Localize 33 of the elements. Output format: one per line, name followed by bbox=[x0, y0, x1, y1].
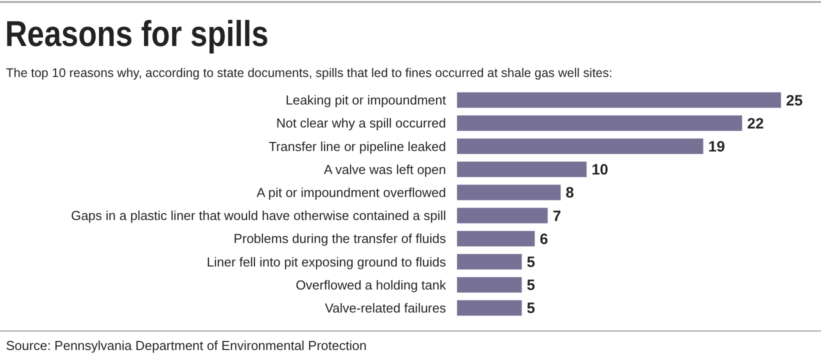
data-label: 25 bbox=[786, 92, 803, 110]
bar bbox=[457, 138, 704, 154]
data-label: 5 bbox=[526, 254, 536, 271]
bar bbox=[457, 162, 587, 178]
text: Reasons for spills bbox=[5, 14, 269, 55]
data-label: 22 bbox=[747, 115, 764, 132]
data-label: 7 bbox=[552, 208, 562, 225]
bar bbox=[457, 92, 781, 108]
data-label: 5 bbox=[526, 300, 536, 318]
bar bbox=[457, 208, 548, 224]
data-label: 10 bbox=[592, 162, 608, 179]
y-tick-label: Gaps in a plastic liner that would have otherwise contained a spill bbox=[70, 208, 446, 224]
source-note: Source: Pennsylvania Department of Environmental Protection bbox=[6, 338, 367, 353]
y-tick-label: Overflowed a holding tank bbox=[296, 277, 446, 292]
bar bbox=[457, 254, 522, 270]
bar bbox=[457, 115, 742, 131]
data-label: 8 bbox=[566, 184, 574, 202]
y-tick-label: Not clear why a spill occurred bbox=[276, 116, 446, 131]
bar bbox=[457, 230, 535, 246]
y-tick-label: Liner fell into pit exposing ground to fluids bbox=[206, 254, 446, 270]
y-tick-label: Transfer line or pipeline leaked bbox=[268, 138, 446, 154]
y-tick-label: A pit or impoundment overflowed bbox=[256, 185, 446, 200]
data-label: 19 bbox=[708, 138, 725, 156]
data-label: 6 bbox=[540, 230, 548, 248]
y-tick-label: Leaking pit or impoundment bbox=[286, 92, 446, 108]
bar bbox=[457, 277, 522, 293]
data-label: 5 bbox=[526, 277, 536, 294]
y-tick-label: A valve was left open bbox=[324, 162, 446, 177]
bar bbox=[457, 184, 561, 200]
y-tick-label: Valve-related failures bbox=[324, 300, 446, 316]
text: The top 10 reasons why, according to state documents, spills that led to fines occurred at shale gas well sites: bbox=[6, 66, 612, 80]
bar bbox=[457, 300, 522, 316]
y-tick-label: Problems during the transfer of fluids bbox=[234, 231, 446, 246]
